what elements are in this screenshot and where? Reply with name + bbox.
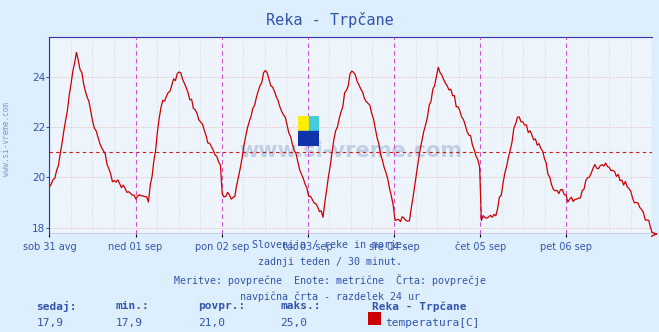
Text: www.si-vreme.com: www.si-vreme.com — [239, 141, 463, 161]
Text: maks.:: maks.: — [280, 301, 320, 311]
Text: povpr.:: povpr.: — [198, 301, 245, 311]
Text: Slovenija / reke in morje.: Slovenija / reke in morje. — [252, 240, 407, 250]
Text: Reka - Trpčane: Reka - Trpčane — [266, 12, 393, 28]
Text: navpična črta - razdelek 24 ur: navpična črta - razdelek 24 ur — [239, 291, 420, 302]
Bar — [308, 117, 319, 131]
Text: 21,0: 21,0 — [198, 318, 225, 328]
Bar — [298, 117, 308, 131]
Text: sedaj:: sedaj: — [36, 301, 76, 312]
Text: min.:: min.: — [115, 301, 149, 311]
Text: temperatura[C]: temperatura[C] — [386, 318, 480, 328]
Text: Reka - Trpčane: Reka - Trpčane — [372, 301, 467, 312]
Text: zadnji teden / 30 minut.: zadnji teden / 30 minut. — [258, 257, 401, 267]
Text: 17,9: 17,9 — [115, 318, 142, 328]
Bar — [298, 131, 319, 146]
Text: Meritve: povprečne  Enote: metrične  Črta: povprečje: Meritve: povprečne Enote: metrične Črta:… — [173, 274, 486, 286]
Text: www.si-vreme.com: www.si-vreme.com — [2, 103, 11, 176]
Text: 25,0: 25,0 — [280, 318, 307, 328]
Text: 17,9: 17,9 — [36, 318, 63, 328]
